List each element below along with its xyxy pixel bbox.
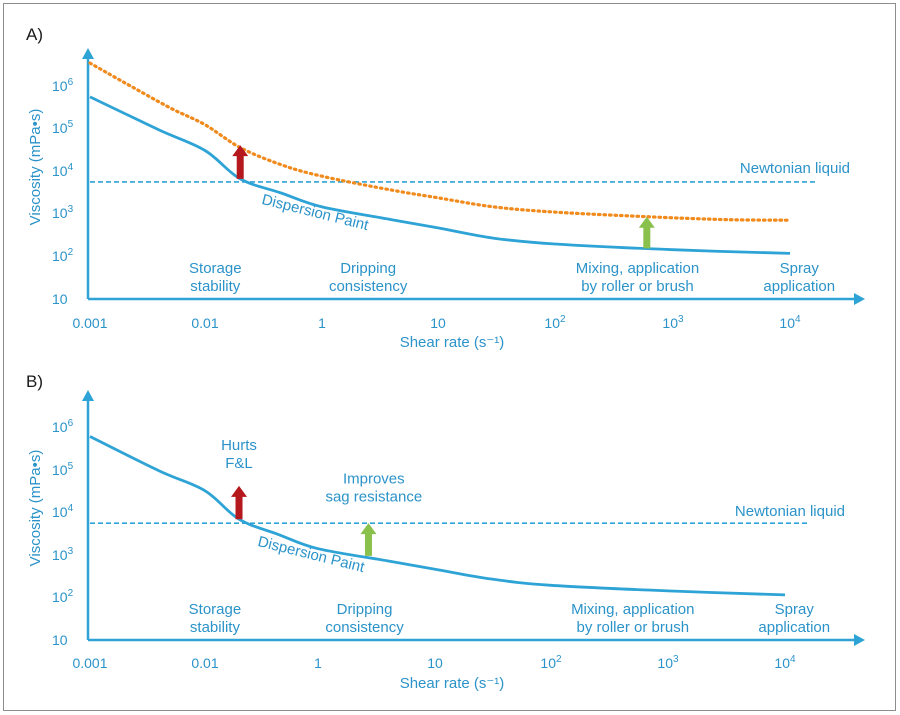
- y-tick-label: 103: [52, 204, 74, 221]
- y-tick-label: 105: [52, 461, 74, 478]
- dispersion-paint-label: Dispersion Paint: [256, 533, 367, 576]
- region-label: Dripping consistency: [329, 260, 408, 295]
- region-label: Mixing, application by roller or brush: [576, 260, 699, 295]
- y-axis-arrowhead: [82, 390, 94, 401]
- x-axis-label: Shear rate (s⁻¹): [400, 675, 505, 692]
- dispersion-paint-curve: [89, 435, 786, 597]
- y-tick-label: 103: [52, 546, 74, 563]
- panel-label: B): [26, 372, 43, 391]
- region-label: Dripping consistency: [325, 601, 404, 636]
- x-tick-label: 1: [314, 655, 322, 671]
- y-tick-label: 104: [52, 162, 74, 179]
- y-axis-arrowhead: [82, 48, 94, 59]
- x-tick-label: 102: [544, 314, 566, 331]
- dispersion-paint-label: Dispersion Paint: [260, 191, 371, 234]
- green-arrow: [638, 216, 655, 249]
- red-arrow: [231, 485, 248, 520]
- x-tick-label: 0.001: [72, 315, 107, 331]
- x-tick-label: 102: [540, 654, 562, 671]
- y-tick-label: 102: [52, 588, 74, 605]
- x-tick-label: 103: [657, 654, 679, 671]
- x-tick-label: 104: [774, 654, 796, 671]
- region-label: Mixing, application by roller or brush: [571, 601, 694, 636]
- chart-panel-a: A) 0.001 0.01 1 10 102 103 104 10 102 103 104 105 106…: [26, 25, 865, 351]
- y-tick-label: 106: [52, 77, 74, 94]
- y-tick-label: 10: [52, 632, 68, 648]
- green-arrow: [360, 523, 377, 556]
- y-axis-label: Viscosity (mPa•s): [27, 450, 44, 567]
- x-tick-label: 0.01: [191, 655, 218, 671]
- region-label: Spray application: [763, 260, 835, 295]
- region-label: Spray application: [758, 601, 830, 636]
- x-tick-label: 104: [779, 314, 801, 331]
- panel-label: A): [26, 25, 43, 44]
- region-label: Storage stability: [189, 601, 242, 636]
- x-tick-label: 103: [662, 314, 684, 331]
- y-axis-label: Viscosity (mPa•s): [27, 109, 44, 226]
- newtonian-liquid-label: Newtonian liquid: [735, 503, 845, 520]
- y-tick-label: 10: [52, 291, 68, 307]
- y-tick-label: 105: [52, 119, 74, 136]
- x-axis-arrowhead: [854, 293, 865, 305]
- chart-panel-b: B) 0.001 0.01 1 10 102 103 104 10 102 103 104 105 106…: [26, 372, 865, 692]
- x-axis-label: Shear rate (s⁻¹): [400, 334, 505, 351]
- x-tick-label: 10: [430, 315, 446, 331]
- y-tick-label: 102: [52, 247, 74, 264]
- x-axis-arrowhead: [854, 634, 865, 646]
- y-tick-label: 106: [52, 418, 74, 435]
- x-tick-label: 10: [427, 655, 443, 671]
- thixotropic-curve: [88, 61, 792, 222]
- annotation-label: Improves sag resistance: [325, 470, 422, 505]
- region-label: Storage stability: [189, 260, 242, 295]
- red-arrow: [232, 145, 249, 179]
- newtonian-liquid-label: Newtonian liquid: [740, 160, 850, 177]
- annotation-label: Hurts F&L: [221, 437, 257, 472]
- y-tick-label: 104: [52, 503, 74, 520]
- dispersion-paint-curve: [89, 95, 791, 255]
- x-tick-label: 1: [318, 315, 326, 331]
- x-tick-label: 0.01: [191, 315, 218, 331]
- x-tick-label: 0.001: [72, 655, 107, 671]
